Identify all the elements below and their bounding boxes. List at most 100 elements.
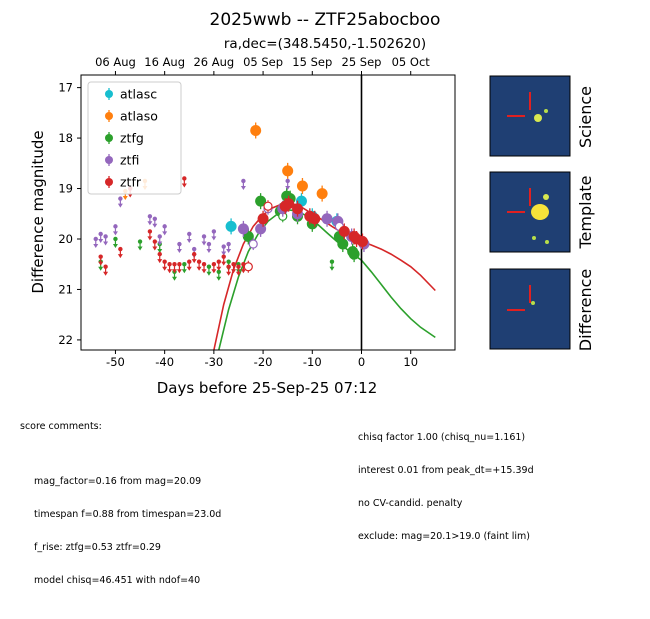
ztfi-upper-limit [221,244,227,256]
cutout-label-science: Science [576,86,595,148]
ztfg-upper-limit [206,264,212,276]
ztfr-point [292,203,304,215]
ztfg-upper-limit [137,239,143,251]
ztfi-upper-limit [147,214,153,226]
y-tick-label: 20 [58,232,73,246]
ztfi-upper-limit [157,234,163,246]
ztfr-point [356,236,368,248]
plot-frame [80,74,456,351]
comment-line: exclude: mag=20.1>19.0 (faint lim) [358,531,530,542]
y-tick-label: 17 [58,81,73,95]
ztfi-upper-limit [176,241,182,254]
legend-label-ztfg: ztfg [120,131,144,146]
ztfg-upper-limit [112,236,118,248]
legend: atlasc atlaso ztfg ztfi ztfr [87,81,182,195]
ztfr-upper-limit [167,262,173,274]
ztfi-upper-limit [93,236,99,248]
x-tick-label: -20 [254,355,273,369]
plot-content [93,75,436,350]
comment-line: f_rise: ztfg=0.53 ztfr=0.29 [34,542,161,553]
score-comments-left: score comments: mag_factor=0.16 from mag… [20,399,221,619]
ztfr-upper-limit [211,262,217,274]
cutout-label-template: Template [576,175,595,249]
atlaso-point [296,180,308,192]
atlasc-point [225,220,237,232]
x-tick-label: -40 [155,355,174,369]
ztfi-upper-limit [162,224,168,236]
top-tick-label: 05 Oct [392,55,431,69]
figure-canvas: 2025wwb -- ZTF25abocboo ra,dec=(348.5450… [29,10,595,397]
legend-marker [105,112,113,120]
cutout-panel: Science Template Difference [489,75,595,351]
ztfr-upper-limit [226,264,232,276]
ztfr-upper-limit [221,254,227,266]
comment-line: model chisq=46.451 with ndof=40 [34,575,201,586]
x-tick-label: 10 [403,355,418,369]
atlaso-point [282,165,294,177]
top-tick-label: 16 Aug [144,55,185,69]
template-cutout [489,171,571,253]
ztfi-upper-limit [285,178,291,190]
top-tick-label: 15 Sep [292,55,332,69]
ztfr-upper-limit [181,176,187,188]
ztfr-upper-limit [162,259,168,271]
cutout-label-difference: Difference [576,269,595,351]
legend-marker [105,90,113,98]
x-tick-label: 0 [358,355,365,369]
comment-line: chisq factor 1.00 (chisq_nu=1.161) [358,432,526,443]
comment-line: timespan f=0.88 from timespan=23.0d [34,509,222,520]
ztfg-point [348,248,360,260]
ztfr-upper-limit [196,259,202,271]
ztfi-upper-limit [201,234,207,246]
y-tick-label: 22 [58,333,73,347]
top-tick-label: 06 Aug [95,55,136,69]
top-tick-label: 26 Aug [193,55,234,69]
ztfi-upper-limit [152,216,158,228]
ztfg-upper-limit [329,259,335,271]
difference-cutout [489,268,571,350]
ztfr-upper-limit [186,259,192,271]
ztfi-point [321,213,333,225]
ztfr-upper-limit [191,251,197,264]
x-axis-label: Days before 25-Sep-25 07:12 [157,379,378,397]
atlaso-point [316,188,328,200]
ztfr-upper-limit [201,262,207,274]
ztfi-upper-limit [103,234,109,246]
ztfi-upper-limit [98,231,104,243]
ztfr-point [338,225,350,237]
legend-box [87,81,182,195]
plot-area: -50 -40 -30 -20 -10 0 10 17 18 19 20 21 22 06 Aug 16 A… [58,55,456,369]
ztfi-upper-limit [206,241,212,254]
ztfr-upper-limit [98,254,104,266]
ztfr-upper-limit [172,262,177,274]
x-tick-label: -10 [303,355,322,369]
ztfr-point [257,213,269,225]
y-axis-label: Difference magnitude [29,130,47,293]
comment-line: interest 0.01 from peak_dt=+15.39d [358,465,534,476]
ztfr-upper-limit [235,264,241,276]
chart-title: 2025wwb -- ZTF25abocboo [210,10,441,30]
ztfr-open-point [263,201,273,211]
ztfr-point [283,198,295,210]
ztfi-point [237,223,249,235]
ztfi-upper-limit [112,224,118,236]
legend-marker [105,156,113,164]
legend-marker [105,134,113,142]
science-cutout [489,75,571,157]
score-comments-right: chisq factor 1.00 (chisq_nu=1.161) inter… [358,410,534,553]
ztfg-point [337,238,349,250]
ztfi-open-point [248,239,258,249]
top-tick-label: 05 Sep [243,55,283,69]
x-tick-label: -50 [106,355,125,369]
ztfr-upper-limit [103,264,109,276]
legend-label-atlaso: atlaso [120,109,158,124]
ztfg-upper-limit [216,269,222,281]
ztfi-upper-limit [226,241,232,254]
legend-label-ztfi: ztfi [120,153,139,168]
ztfr-point [309,213,321,225]
ztfr-upper-limit [157,251,163,264]
ztfi-point [255,223,267,235]
ztfr-upper-limit [231,262,237,274]
y-tick-label: 19 [58,182,73,196]
legend-label-ztfr: ztfr [120,175,142,190]
